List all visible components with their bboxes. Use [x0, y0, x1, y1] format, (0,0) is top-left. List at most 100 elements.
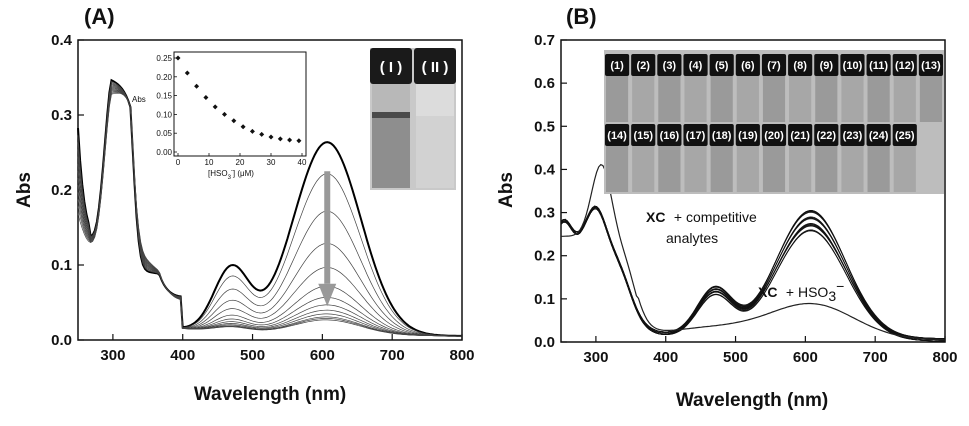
- inset-xlabel-sub: 3: [228, 175, 232, 181]
- vial-body: [815, 76, 838, 122]
- inset-data-point: [175, 55, 181, 61]
- panel-a-y-tick-label: 0.3: [51, 107, 72, 124]
- vial-cap: [788, 54, 813, 76]
- vial-body: [684, 76, 707, 122]
- vial-number: (6): [741, 60, 755, 72]
- vial-number: (10): [843, 60, 863, 72]
- panel-b-x-tick-label: 300: [583, 349, 608, 366]
- vial-body: [710, 76, 733, 122]
- vial-cap: [657, 54, 682, 76]
- annotation-hso3-sub: 3: [828, 288, 836, 304]
- vial-number: (24): [869, 130, 889, 142]
- panel-a-x-tick-label: 600: [310, 347, 335, 364]
- vial-number: (20): [764, 130, 784, 142]
- panel-b-spectrum-line: [560, 208, 945, 342]
- inset-points: [175, 55, 302, 144]
- panel-b-y-axis-title: Abs: [496, 172, 517, 208]
- vial-body: [658, 76, 681, 122]
- vial-cap: [866, 54, 891, 76]
- vial-body: [632, 146, 655, 192]
- inset-frame: [173, 51, 307, 157]
- vial-number: (21): [790, 130, 810, 142]
- inset-x-tick-label: 30: [267, 158, 276, 167]
- vial-cap: [761, 54, 787, 76]
- inset-data-point: [277, 136, 283, 142]
- inset-data-point: [231, 118, 237, 124]
- vial-number: (5): [715, 60, 729, 72]
- vial-cap: [631, 54, 656, 76]
- vial-cap: [709, 124, 734, 146]
- vial-cap: [631, 124, 656, 146]
- vial-cap: [814, 54, 839, 76]
- inset-xlabel-part1: [HSO: [208, 169, 228, 178]
- vial-number: (22): [817, 130, 837, 142]
- vial-body: [789, 146, 812, 192]
- panel-b-x-tick-label: 400: [653, 349, 678, 366]
- panel-b-spectrum-line: [560, 207, 945, 341]
- inset-xlabel-sup: -: [231, 168, 233, 174]
- vial-cap: [683, 124, 708, 146]
- panel-b: (B) 300 400 500 600 700 800 0.00.10.20.30.40.…: [496, 4, 958, 411]
- panel-a-y-tick-label: 0.2: [51, 182, 72, 199]
- vial-number: (18): [712, 130, 732, 142]
- panel-b-label: (B): [566, 4, 597, 29]
- vial-number: (16): [660, 130, 680, 142]
- annotation-competitive: XC + competitive: [646, 209, 757, 226]
- inset-data-point: [249, 128, 255, 134]
- vial-number: (9): [820, 60, 834, 72]
- vial-cap: [605, 54, 630, 76]
- vial-number: (3): [663, 60, 677, 72]
- vial-body: [658, 146, 681, 192]
- vial-number: (25): [895, 130, 915, 142]
- vial-cap: [735, 54, 760, 76]
- arrow-head: [318, 283, 337, 307]
- vial-body: [762, 146, 786, 192]
- inset-x-tick-label: 40: [298, 158, 307, 167]
- panel-b-vial-strip-photo: (1) (2) (3) (4) (5) (6) (7) (8) (9) (10) (11) (12) (…: [604, 50, 944, 194]
- annotation-competitive-text: + competitive: [674, 209, 757, 225]
- panel-b-x-tick-label: 600: [793, 349, 818, 366]
- vial-number: (7): [767, 60, 781, 72]
- inset-data-point: [296, 138, 302, 144]
- vial-body: [867, 146, 890, 192]
- panel-b-spectrum-line: [560, 208, 945, 342]
- vial-number: (15): [633, 130, 653, 142]
- vial-cap: [840, 124, 865, 146]
- panel-a-x-tick-label: 800: [449, 347, 474, 364]
- panel-a-spectrum-line: [77, 92, 462, 337]
- panel-a-y-ticks: 0.0 0.1 0.2 0.3 0.4: [51, 32, 84, 349]
- panel-a-vial-photo: ( I ) ( II ): [370, 48, 456, 190]
- panel-a-decrease-arrow: [318, 171, 337, 307]
- panel-b-y-ticks: 0.0 0.1 0.2 0.3 0.4 0.5 0.6 0.7: [534, 32, 567, 351]
- panel-b-spectrum-line: [560, 208, 945, 342]
- panel-a-y-tick-label: 0.1: [51, 257, 72, 274]
- vial-number: (13): [921, 60, 941, 72]
- annotation-competitive-xc: XC: [646, 209, 665, 225]
- vial-label-1: ( I ): [380, 59, 403, 76]
- inset-data-point: [184, 70, 190, 76]
- panel-b-y-tick-label: 0.5: [534, 118, 555, 135]
- vial-body: [632, 76, 655, 122]
- vial-number: (1): [610, 60, 624, 72]
- inset-x-tick-label: 20: [236, 158, 245, 167]
- vial-body: [815, 146, 838, 192]
- inset-data-point: [240, 124, 246, 130]
- panel-b-spectrum-line: [560, 207, 945, 341]
- vial-cap-1: [370, 48, 412, 84]
- inset-data-point: [287, 137, 293, 143]
- panel-a-x-ticks: 300 400 500 600 700 800: [100, 334, 475, 364]
- panel-a-y-axis-title: Abs: [14, 172, 35, 208]
- panel-a-curves: [77, 78, 462, 337]
- panel-a-x-tick-label: 300: [100, 347, 125, 364]
- vial-number: (17): [686, 130, 706, 142]
- vial-solution-2: [416, 116, 454, 188]
- inset-y-tick-label: 0.15: [156, 92, 172, 101]
- inset-y-tick-label: 0.25: [156, 54, 172, 63]
- vial-row-1: (1) (2) (3) (4) (5) (6) (7) (8) (9) (10) (11) (12) (…: [605, 54, 943, 122]
- vial-cap-2: [414, 48, 456, 84]
- vial-body: [736, 76, 759, 122]
- panel-b-spectrum-line: [560, 208, 945, 342]
- vial-number: (2): [637, 60, 651, 72]
- inset-x-tick-label: 10: [205, 158, 214, 167]
- inset-data-point: [212, 104, 218, 110]
